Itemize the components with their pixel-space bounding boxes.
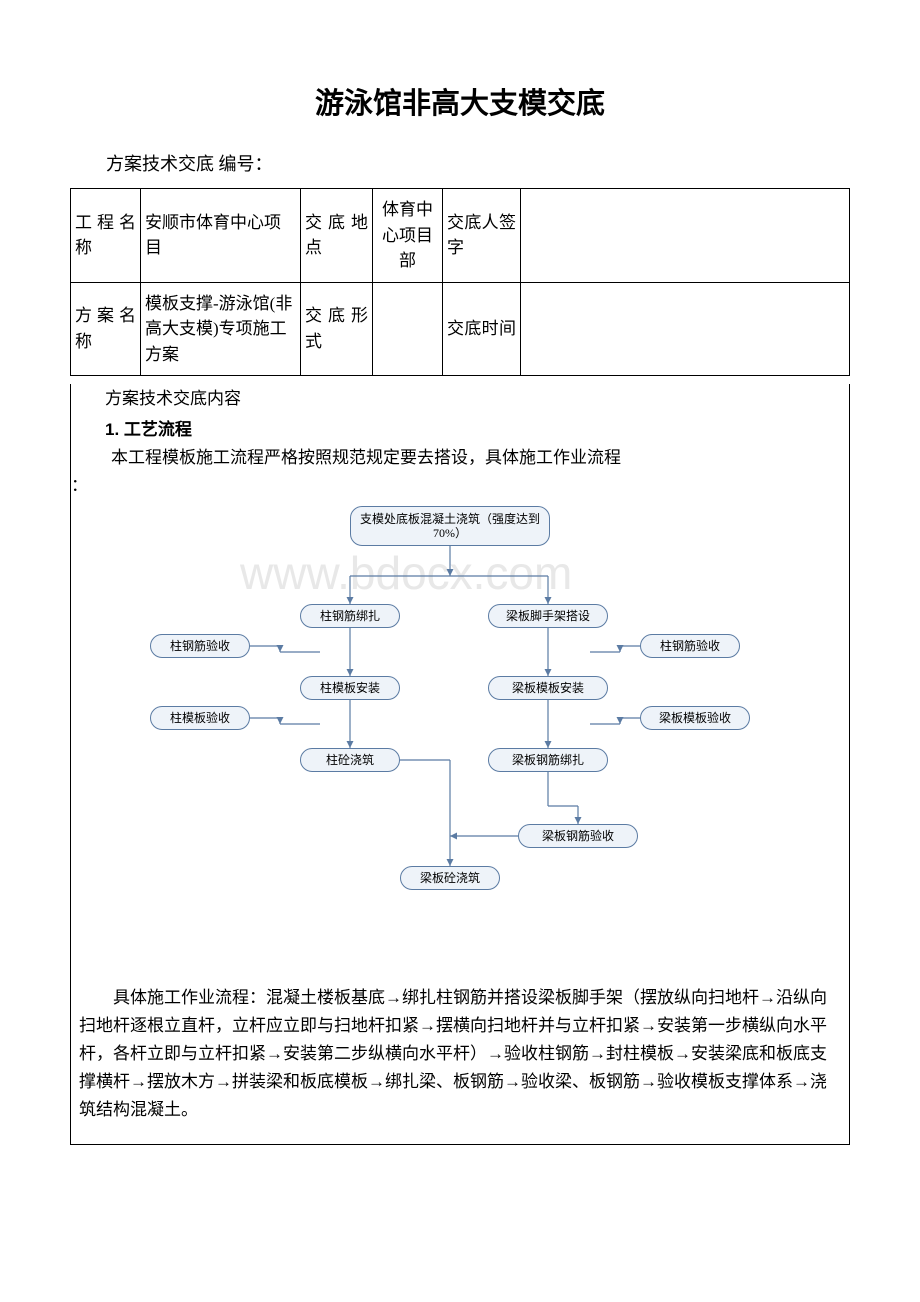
flow-node-start: 支模处底板混凝土浇筑（强度达到70%） xyxy=(350,506,550,546)
info-table: 工程名称 安顺市体育中心项目 交底地点 体育中心项目部 交底人签字 方案名称 模… xyxy=(70,188,850,376)
flowchart: www.bdocx.com xyxy=(120,506,800,976)
flow-node-col-rebar: 柱钢筋绑扎 xyxy=(300,604,400,628)
content-wrap: 方案技术交底内容 1. 工艺流程 本工程模板施工流程严格按照规范规定要去搭设，具… xyxy=(70,384,850,1145)
flow-arrows xyxy=(120,506,800,976)
flow-node-beam-scaf: 梁板脚手架搭设 xyxy=(488,604,608,628)
flow-node-beam-rebar: 梁板钢筋绑扎 xyxy=(488,748,608,772)
value-signature xyxy=(521,189,850,283)
value-form xyxy=(373,282,443,376)
value-time xyxy=(521,282,850,376)
value-plan-name: 模板支撑-游泳馆(非高大支模)专项施工方案 xyxy=(141,282,301,376)
table-row: 工程名称 安顺市体育中心项目 交底地点 体育中心项目部 交底人签字 xyxy=(71,189,850,283)
table-row: 方案名称 模板支撑-游泳馆(非高大支模)专项施工方案 交底形式 交底时间 xyxy=(71,282,850,376)
flow-node-col-rebar-check-l: 柱钢筋验收 xyxy=(150,634,250,658)
page-title: 游泳馆非高大支模交底 xyxy=(70,80,850,122)
process-description: 具体施工作业流程：混凝土楼板基底→绑扎柱钢筋并搭设梁板脚手架（摆放纵向扫地杆→沿… xyxy=(71,984,849,1124)
flow-node-col-pour: 柱砼浇筑 xyxy=(300,748,400,772)
flow-node-beam-rebar-check: 梁板钢筋验收 xyxy=(518,824,638,848)
value-location: 体育中心项目部 xyxy=(373,189,443,283)
flow-node-beam-form-check-r: 梁板模板验收 xyxy=(640,706,750,730)
label-time: 交底时间 xyxy=(443,282,521,376)
label-form: 交底形式 xyxy=(301,282,373,376)
subtitle: 方案技术交底 编号： xyxy=(70,150,850,176)
label-project-name: 工程名称 xyxy=(71,189,141,283)
flow-node-col-form: 柱模板安装 xyxy=(300,676,400,700)
label-location: 交底地点 xyxy=(301,189,373,283)
flow-node-beam-form: 梁板模板安装 xyxy=(488,676,608,700)
section-intro: 本工程模板施工流程严格按照规范规定要去搭设，具体施工作业流程 xyxy=(71,444,849,471)
label-signature: 交底人签字 xyxy=(443,189,521,283)
label-plan-name: 方案名称 xyxy=(71,282,141,376)
flow-node-beam-pour: 梁板砼浇筑 xyxy=(400,866,500,890)
colon: ： xyxy=(71,471,849,496)
flow-node-col-rebar-check-r: 柱钢筋验收 xyxy=(640,634,740,658)
flow-node-col-form-check-l: 柱模板验收 xyxy=(150,706,250,730)
content-subtitle: 方案技术交底内容 xyxy=(71,384,849,409)
value-project-name: 安顺市体育中心项目 xyxy=(141,189,301,283)
section-heading: 1. 工艺流程 xyxy=(71,415,849,440)
